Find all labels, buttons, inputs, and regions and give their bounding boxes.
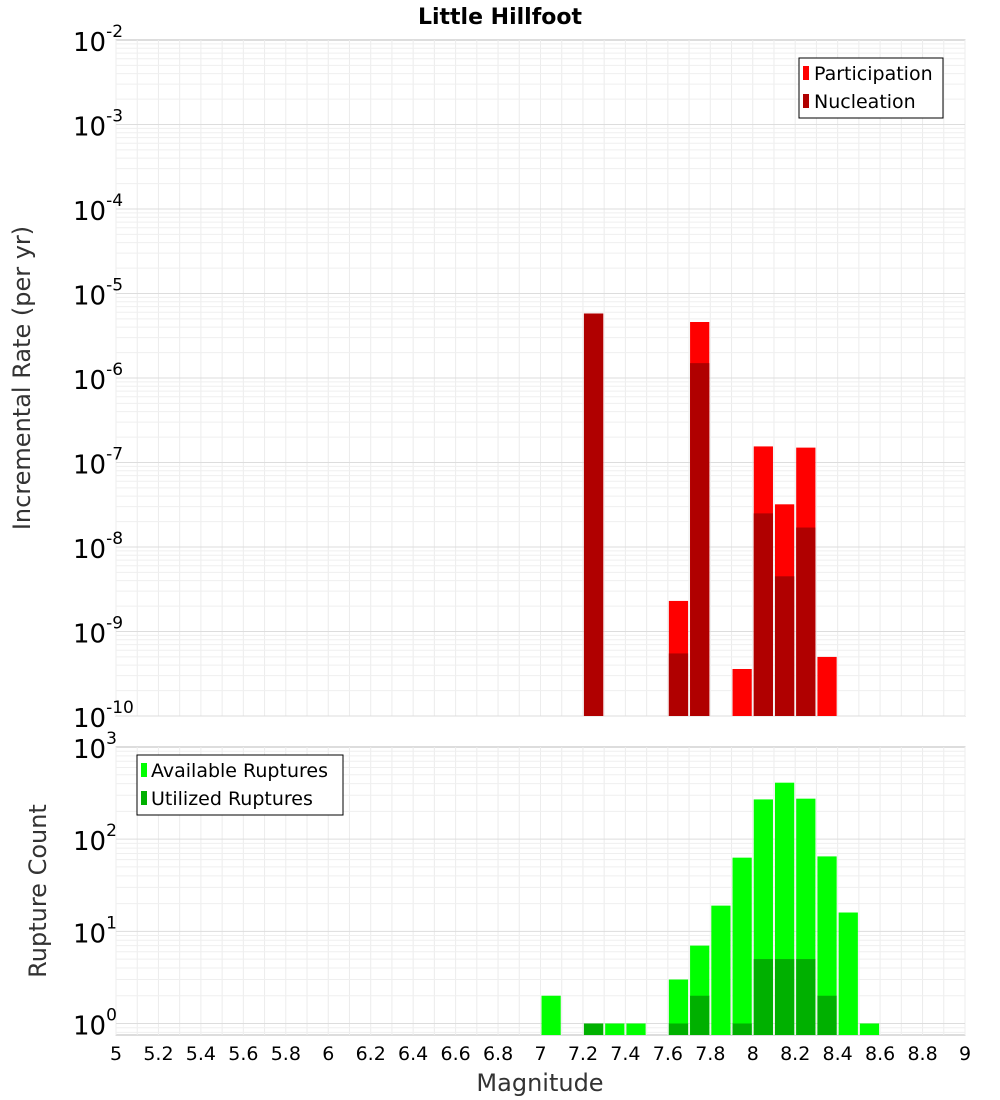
bottom-legend: Available Ruptures Utilized Ruptures <box>136 754 344 816</box>
bottom-bar-available-ruptures <box>817 856 837 1035</box>
x-tick-label: 7.4 <box>610 1043 640 1065</box>
top-bar-nucleation <box>774 576 795 716</box>
x-tick-label: 5.2 <box>143 1043 173 1065</box>
top-y-tick-label: 10-10 <box>73 698 134 734</box>
x-tick-label: 5.4 <box>186 1043 216 1065</box>
top-bar-nucleation <box>690 363 710 716</box>
legend-label-utilized-ruptures: Utilized Ruptures <box>151 788 313 810</box>
bottom-bar-utilized-ruptures <box>583 1023 604 1035</box>
x-tick-label: 7 <box>534 1043 546 1065</box>
top-y-tick-label: 10-3 <box>73 107 123 143</box>
top-grid <box>115 40 966 717</box>
bottom-bar-utilized-ruptures <box>668 1023 689 1035</box>
x-tick-label: 6.2 <box>356 1043 386 1065</box>
bottom-bar-utilized-ruptures <box>796 959 816 1035</box>
x-tick-label: 8 <box>747 1043 759 1065</box>
x-tick-label: 5.6 <box>228 1043 258 1065</box>
x-tick-label: 6.6 <box>440 1043 470 1065</box>
x-tick-label: 8.4 <box>823 1043 853 1065</box>
x-tick-label: 9 <box>959 1043 971 1065</box>
top-bars <box>583 313 837 716</box>
top-y-tick-label: 10-2 <box>73 22 123 58</box>
legend-label-participation: Participation <box>814 63 933 85</box>
x-tick-label: 6.8 <box>483 1043 513 1065</box>
top-bar-nucleation <box>796 527 816 716</box>
top-y-tick-label: 10-5 <box>73 276 123 312</box>
top-legend: Participation Nucleation <box>798 57 944 119</box>
bottom-bar-utilized-ruptures <box>774 959 795 1035</box>
top-bar-participation <box>817 656 837 716</box>
bottom-bar-utilized-ruptures <box>690 995 710 1035</box>
legend-swatch-utilized <box>141 791 147 805</box>
top-bar-nucleation <box>668 653 689 716</box>
legend-label-nucleation: Nucleation <box>814 91 916 113</box>
bottom-bar-utilized-ruptures <box>753 959 773 1035</box>
legend-label-available-ruptures: Available Ruptures <box>151 760 328 782</box>
bottom-bar-utilized-ruptures <box>817 995 837 1035</box>
bottom-y-tick-label: 101 <box>73 913 117 949</box>
x-tick-label: 7.2 <box>568 1043 598 1065</box>
participation-nucleation-panel: 10-10 10-9 10-8 10-7 10-6 10-5 10-4 10-3 10-2 In… <box>8 22 966 734</box>
top-y-tick-label: 10-7 <box>73 445 123 481</box>
legend-swatch-nucleation <box>803 94 809 108</box>
bottom-bar-available-ruptures <box>605 1023 625 1035</box>
x-tick-labels: 5 5.2 5.4 5.6 5.8 6 6.2 6.4 6.6 6.8 7 7.2 7.4 7.6 7.8 8… <box>110 1043 971 1065</box>
rupture-count-panel: 100 101 102 103 5 5.2 5.4 5.6 5.8 6 6.2 6.4 6.6 6.8 7… <box>24 729 971 1097</box>
top-y-tick-labels: 10-10 10-9 10-8 10-7 10-6 10-5 10-4 10-3 10-2 <box>73 22 134 734</box>
top-y-tick-label: 10-4 <box>73 191 123 227</box>
x-axis-label: Magnitude <box>476 1069 603 1097</box>
top-bar-participation <box>732 668 752 716</box>
top-legend-box <box>798 57 944 119</box>
x-tick-label: 7.6 <box>653 1043 683 1065</box>
bottom-bar-available-ruptures <box>541 995 561 1035</box>
chart-title: Little Hillfoot <box>418 5 583 30</box>
top-y-tick-label: 10-8 <box>73 529 123 565</box>
bottom-bars <box>541 782 880 1035</box>
bottom-y-tick-label: 103 <box>73 729 117 765</box>
top-y-axis-label: Incremental Rate (per yr) <box>8 226 36 530</box>
x-tick-label: 8.8 <box>907 1043 937 1065</box>
x-tick-label: 5 <box>110 1043 122 1065</box>
legend-swatch-participation <box>803 66 809 80</box>
bottom-legend-box <box>136 754 344 816</box>
bottom-bar-utilized-ruptures <box>732 1023 752 1035</box>
x-tick-label: 8.6 <box>865 1043 895 1065</box>
bottom-y-tick-labels: 100 101 102 103 <box>73 729 117 1041</box>
bottom-bar-available-ruptures <box>859 1023 880 1035</box>
top-bar-nucleation <box>583 313 604 716</box>
bottom-bar-available-ruptures <box>668 979 689 1035</box>
bottom-bar-available-ruptures <box>732 857 752 1035</box>
bottom-bar-available-ruptures <box>626 1023 646 1035</box>
bottom-bar-available-ruptures <box>711 905 731 1035</box>
top-y-tick-label: 10-9 <box>73 614 123 650</box>
x-tick-label: 7.8 <box>695 1043 725 1065</box>
x-tick-label: 6 <box>322 1043 334 1065</box>
bottom-bar-available-ruptures <box>838 912 858 1035</box>
x-tick-label: 5.8 <box>271 1043 301 1065</box>
bottom-y-axis-label: Rupture Count <box>24 804 52 978</box>
x-tick-label: 6.4 <box>398 1043 428 1065</box>
bottom-y-tick-label: 102 <box>73 821 117 857</box>
top-bar-nucleation <box>753 513 773 716</box>
x-tick-label: 8.2 <box>780 1043 810 1065</box>
legend-swatch-available <box>141 763 147 777</box>
top-y-tick-label: 10-6 <box>73 360 123 396</box>
bottom-y-tick-label: 100 <box>73 1005 117 1041</box>
